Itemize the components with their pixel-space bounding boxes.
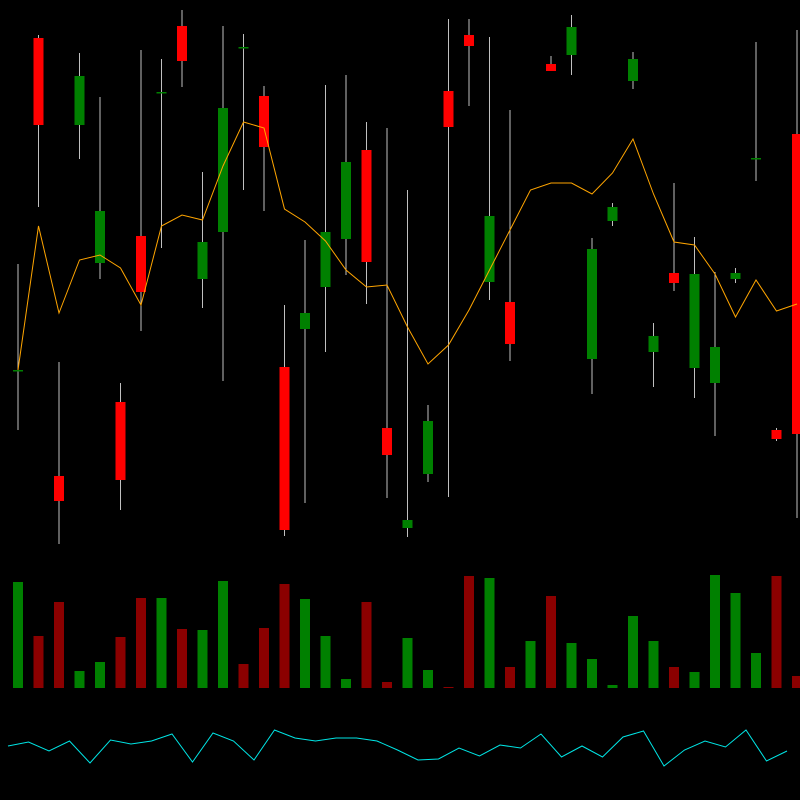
volume-bar (361, 602, 372, 688)
volume-bar (136, 598, 146, 688)
volume-bar (156, 598, 167, 688)
candle-body-up (484, 216, 495, 282)
volume-bar (197, 630, 208, 688)
volume-bar (443, 687, 454, 688)
volume-bar (505, 667, 515, 688)
volume-bar (382, 682, 392, 688)
volume-bar (300, 599, 310, 688)
volume-bar (402, 638, 413, 688)
indicator-line (7, 729, 788, 767)
candle-body-down (115, 402, 126, 480)
volume-bar (238, 664, 249, 688)
volume-bar (587, 659, 597, 688)
candle-body-down (669, 273, 679, 283)
candle-body-up (197, 242, 208, 279)
volume-bar (484, 578, 495, 688)
volume-bar (607, 685, 618, 688)
candle-body-up (13, 370, 23, 372)
candle-body-down (546, 64, 556, 71)
volume-bar (95, 662, 105, 688)
volume-bar (259, 628, 269, 688)
candle-body-up (218, 108, 228, 232)
candle-body-up (689, 274, 700, 368)
volume-bar (751, 653, 761, 688)
candle-body-up (95, 211, 105, 263)
volume-bar (279, 584, 290, 688)
candle-body-down (279, 367, 290, 530)
volume-bar (464, 576, 474, 688)
candle-body-up (156, 92, 167, 94)
candle-body-down (443, 91, 454, 127)
volume-bar (423, 670, 433, 688)
volume-bar (115, 637, 126, 688)
volume-bar (792, 676, 800, 688)
volume-bar (320, 636, 331, 688)
candle-body-up (402, 520, 413, 528)
candle-body-up (751, 158, 761, 160)
candle-body-up (710, 347, 720, 383)
candle-body-up (566, 27, 577, 55)
candle-body-up (648, 336, 659, 352)
volume-bar (54, 602, 64, 688)
volume-bar (710, 575, 720, 688)
candle-body-down (505, 302, 515, 344)
volume-bar (689, 672, 700, 688)
candle-body-down (177, 26, 187, 61)
candle-body-up (300, 313, 310, 329)
volume-bar (771, 576, 782, 688)
volume-bar (669, 667, 679, 688)
moving-average-line (17, 121, 798, 371)
candle-body-up (320, 232, 331, 287)
volume-bar (566, 643, 577, 688)
candle-body-down (33, 38, 44, 125)
candle-body-up (238, 47, 249, 49)
candle-body-down (382, 428, 392, 455)
candle-body-down (792, 134, 800, 434)
candle-body-up (587, 249, 597, 359)
candle-body-up (341, 162, 351, 239)
volume-bar (74, 671, 85, 688)
candle-body-down (136, 236, 146, 292)
candle-body-up (423, 421, 433, 474)
volume-panel (13, 575, 800, 688)
candle-body-down (464, 35, 474, 46)
volume-bar (341, 679, 351, 688)
price-panel (13, 10, 800, 544)
volume-bar (177, 629, 187, 688)
candle-body-down (259, 96, 269, 147)
volume-bar (730, 593, 741, 688)
volume-bar (546, 596, 556, 688)
volume-bar (628, 616, 638, 688)
volume-bar (525, 641, 536, 688)
candle-body-up (607, 207, 618, 221)
volume-bar (13, 582, 23, 688)
candle-body-down (54, 476, 64, 501)
candle-body-up (74, 76, 85, 125)
candle-body-down (361, 150, 372, 262)
volume-bar (218, 581, 228, 688)
candle-body-up (730, 273, 741, 279)
candle-body-up (628, 59, 638, 81)
candle-body-down (771, 430, 782, 439)
volume-bar (33, 636, 44, 688)
volume-bar (648, 641, 659, 688)
